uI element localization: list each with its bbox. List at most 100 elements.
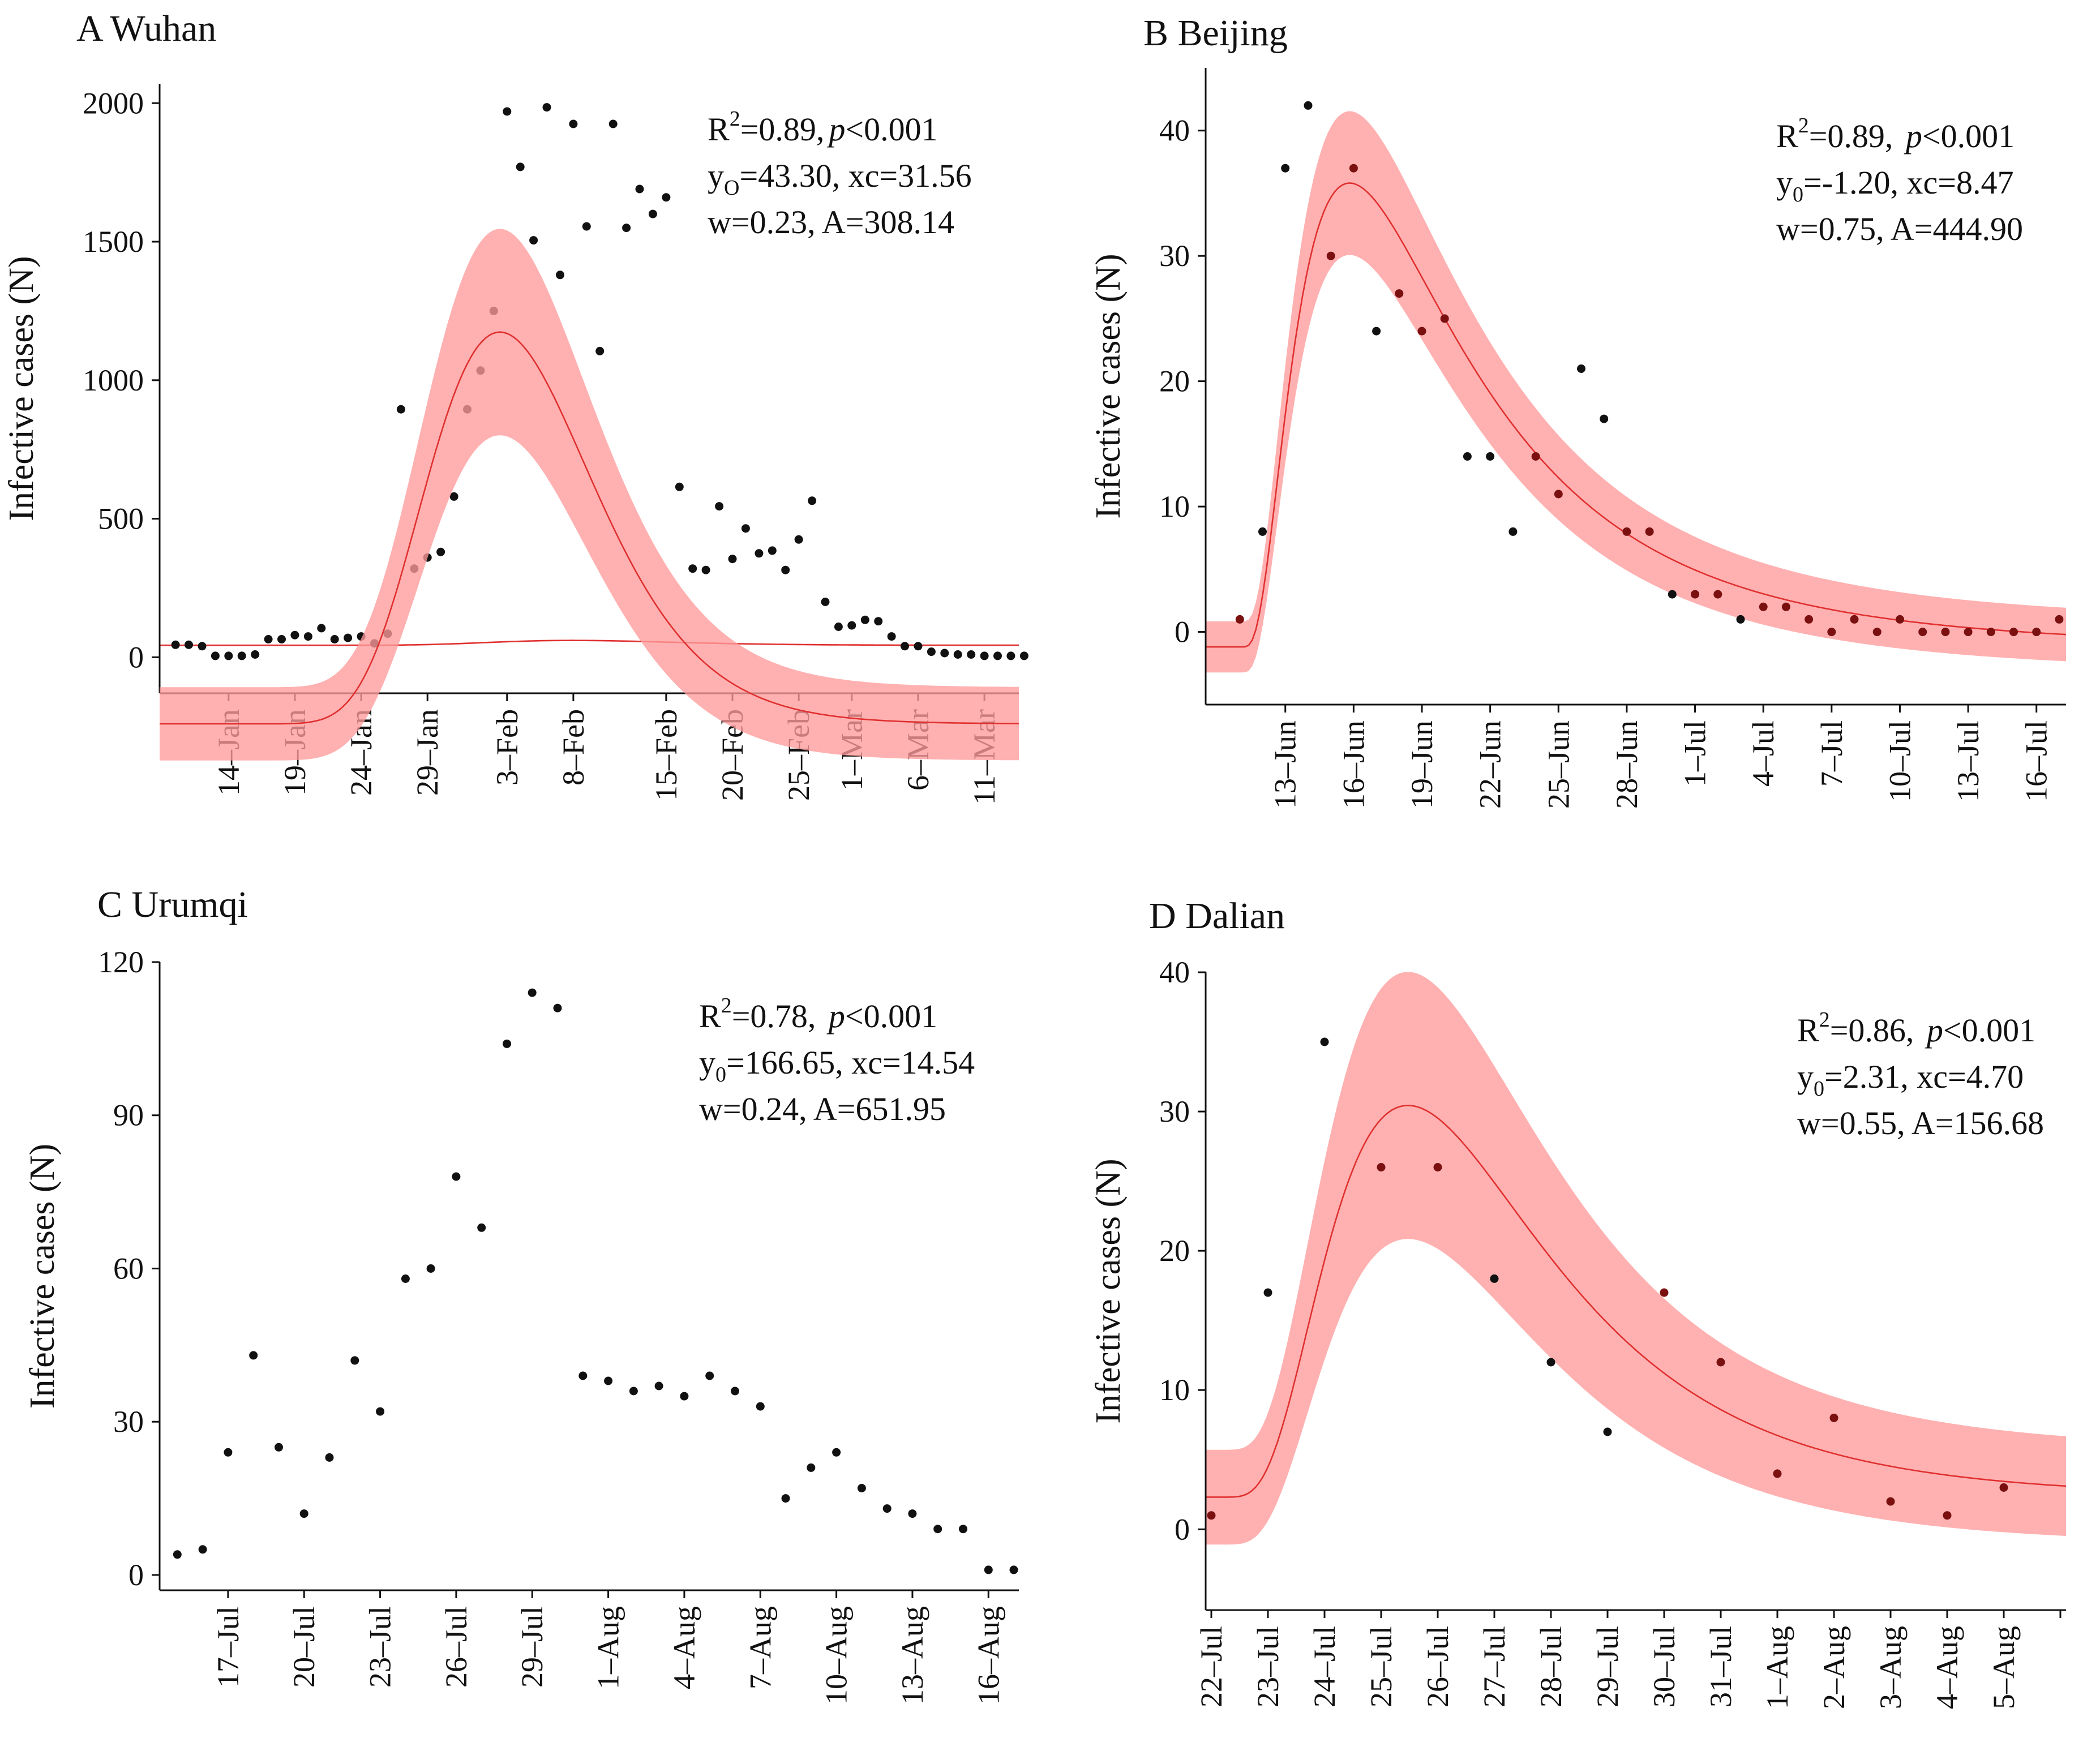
data-point	[1372, 327, 1381, 336]
x-tick-label: 17–Jul	[211, 1606, 245, 1688]
data-point	[1941, 628, 1950, 637]
data-point	[1827, 628, 1836, 637]
data-point	[303, 632, 312, 641]
x-tick-label: 22–Jul	[1194, 1626, 1228, 1707]
data-point	[705, 1371, 714, 1380]
data-point	[1304, 101, 1313, 110]
data-point	[984, 1565, 993, 1574]
stat-y0-line: y0=2.31, xc=4.70	[1797, 1058, 2024, 1101]
data-point	[1999, 1483, 2008, 1492]
y-tick-label: 0	[1175, 1512, 1190, 1546]
data-point	[860, 615, 869, 624]
data-point	[569, 119, 578, 128]
data-point	[477, 1223, 486, 1232]
stat-w-line: w=0.23, A=308.14	[708, 204, 954, 241]
stat-r2-line: R2=0.86, p<0.001	[1797, 1008, 2035, 1049]
y-tick-label: 60	[113, 1251, 144, 1285]
data-point	[529, 236, 538, 245]
data-point	[350, 1356, 359, 1365]
y-tick-label: 500	[98, 502, 144, 536]
data-point	[832, 1448, 841, 1457]
x-tick-label: 1–Aug	[592, 1606, 625, 1689]
stat-r2-line: R2=0.78, p<0.001	[699, 994, 937, 1035]
y-tick-label: 90	[113, 1098, 144, 1132]
y-tick-label: 2000	[83, 86, 144, 120]
data-point	[1691, 590, 1700, 599]
data-point	[1258, 527, 1267, 536]
data-point	[1600, 414, 1609, 423]
data-point	[542, 103, 551, 112]
stat-y0-line: y0=-1.20, xc=8.47	[1776, 164, 2013, 207]
data-point	[927, 647, 936, 656]
data-point	[376, 1407, 385, 1416]
data-point	[1320, 1037, 1329, 1046]
x-tick-label: 26–Jul	[1421, 1626, 1455, 1707]
x-tick-label: 28–Jul	[1534, 1626, 1568, 1707]
y-tick-label: 40	[1159, 955, 1190, 989]
data-point	[834, 623, 843, 631]
data-point	[1009, 1565, 1018, 1574]
data-point	[1603, 1427, 1612, 1436]
data-point	[198, 1545, 207, 1554]
data-point	[449, 492, 458, 501]
stat-y0-line: yO=43.30, xc=31.56	[708, 157, 972, 200]
data-point	[1964, 628, 1973, 637]
data-point	[1668, 590, 1677, 599]
data-point	[1716, 1358, 1725, 1367]
y-axis-label: Infective cases (N)	[2, 256, 41, 521]
data-point	[553, 1003, 562, 1012]
x-tick-label: 22–Jun	[1473, 720, 1507, 809]
data-point	[882, 1504, 892, 1513]
fit-curve	[1206, 1104, 2067, 1498]
data-point	[1417, 327, 1426, 336]
y-tick-label: 0	[1175, 615, 1190, 649]
x-tick-label: 20–Jul	[287, 1606, 321, 1688]
x-tick-label: 1–Aug	[1760, 1626, 1794, 1709]
chart-panel-c: 0 30 60 90 120 17–Jul 20–Jul 23–Jul 26–Jul 29–Jul…	[23, 229, 1019, 1705]
y-tick-label: 0	[128, 1558, 144, 1592]
data-point	[452, 1172, 461, 1181]
data-point	[1645, 527, 1654, 536]
data-point	[908, 1509, 917, 1518]
data-point	[171, 640, 180, 649]
stat-w-line: w=0.75, A=444.90	[1776, 211, 2023, 247]
data-point	[224, 651, 233, 660]
data-point	[768, 546, 777, 555]
data-point	[933, 1525, 942, 1534]
data-point	[237, 651, 246, 660]
data-point	[1622, 527, 1631, 536]
x-tick-label: 25–Jul	[1364, 1626, 1398, 1707]
data-point	[901, 642, 909, 651]
data-point	[1395, 289, 1404, 298]
fit-curve	[1206, 182, 2067, 648]
confidence-band	[1206, 111, 2066, 673]
data-point	[959, 1525, 967, 1534]
data-point	[264, 635, 273, 643]
x-tick-label: 10–Jul	[1883, 720, 1917, 802]
data-point	[1918, 628, 1927, 637]
data-point	[1019, 651, 1028, 660]
data-point	[715, 502, 724, 511]
data-point	[503, 1039, 511, 1048]
y-tick-label: 30	[1159, 1095, 1190, 1128]
data-point	[556, 271, 564, 280]
data-point	[325, 1453, 334, 1462]
panel-title: D Dalian	[1149, 895, 1285, 937]
data-point	[251, 650, 260, 659]
x-tick-label: 13–Jun	[1268, 720, 1302, 809]
data-point	[887, 632, 896, 641]
data-point	[2009, 628, 2018, 637]
y-tick-label: 1000	[83, 363, 144, 397]
data-point	[1349, 164, 1358, 173]
data-point	[821, 598, 830, 606]
data-point	[967, 650, 976, 659]
y-tick-label: 30	[113, 1405, 144, 1439]
data-point	[756, 1402, 765, 1411]
data-point	[1943, 1511, 1952, 1520]
chart-panel-b: 0 10 20 30 40 13–Jun 16–Jun 19–Jun 22–Jun 25–Jun 2…	[1089, 12, 2067, 809]
x-tick-label: 30–Jul	[1647, 1626, 1681, 1707]
data-point	[608, 119, 618, 128]
data-point	[401, 1274, 410, 1283]
data-point	[436, 547, 445, 556]
y-tick-label: 30	[1159, 239, 1190, 273]
